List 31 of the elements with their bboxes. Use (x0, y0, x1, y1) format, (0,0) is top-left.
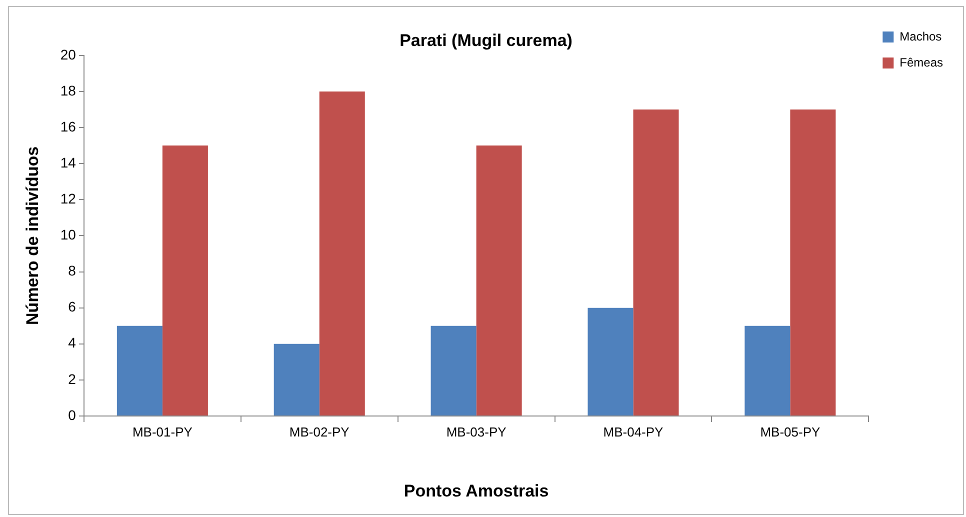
y-tick-label: 10 (60, 226, 76, 243)
bar (588, 308, 634, 416)
bar (319, 91, 365, 416)
bar (790, 109, 836, 416)
y-tick-label: 2 (68, 370, 76, 387)
y-axis-title: Número de indivíduos (22, 146, 42, 325)
x-tick-label: MB-04-PY (603, 424, 664, 440)
bar (274, 344, 320, 416)
x-tick-label: MB-01-PY (132, 424, 193, 440)
x-tick-label: MB-03-PY (446, 424, 507, 440)
bar (744, 326, 790, 416)
bar (633, 109, 679, 416)
x-tick-label: MB-02-PY (289, 424, 350, 440)
chart-title: Parati (Mugil curema) (400, 30, 572, 50)
x-tick-label: MB-05-PY (760, 424, 820, 440)
bar (430, 326, 476, 416)
bar (116, 326, 162, 416)
y-tick-label: 6 (68, 298, 76, 315)
bar (476, 146, 522, 416)
legend-label: Fêmeas (900, 55, 944, 70)
legend-label: Machos (900, 29, 942, 44)
bar (162, 146, 208, 416)
y-tick-label: 4 (68, 334, 76, 351)
y-tick-label: 0 (68, 406, 76, 423)
x-axis-title: Pontos Amostrais (404, 481, 549, 500)
y-tick-label: 18 (60, 82, 76, 98)
y-tick-label: 8 (68, 262, 76, 279)
y-tick-label: 12 (60, 190, 76, 206)
y-tick-label: 14 (60, 154, 76, 170)
y-tick-label: 16 (60, 118, 76, 134)
y-tick-label: 20 (60, 46, 76, 62)
